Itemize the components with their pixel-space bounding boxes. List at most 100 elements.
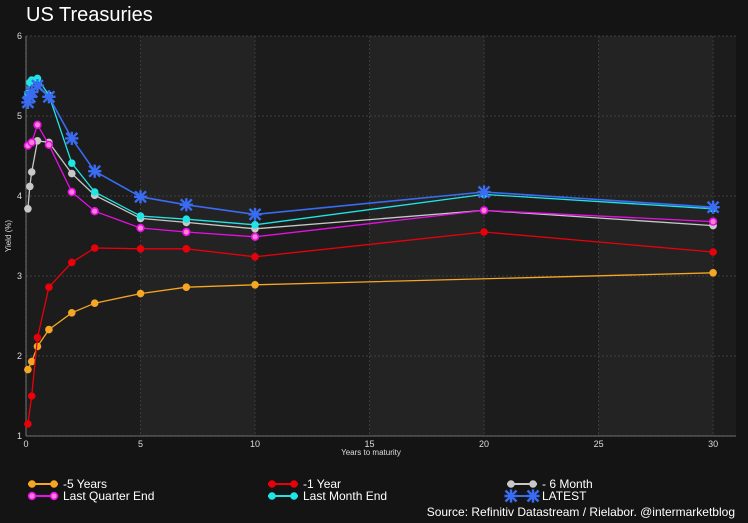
x-tick-label: 0 xyxy=(23,439,28,449)
data-point xyxy=(24,420,32,428)
legend-item: LATEST xyxy=(504,489,587,503)
data-point xyxy=(68,169,76,178)
legend-marker xyxy=(504,489,518,503)
y-tick-label: 2 xyxy=(17,351,22,361)
series-1 xyxy=(24,228,717,428)
data-point xyxy=(706,200,720,214)
data-point xyxy=(182,283,191,292)
data-point xyxy=(136,212,145,220)
data-point xyxy=(90,188,99,196)
data-point xyxy=(708,217,718,226)
legend-label: Last Quarter End xyxy=(63,489,154,503)
data-point xyxy=(67,187,77,197)
data-point xyxy=(65,131,79,145)
data-point xyxy=(27,357,36,366)
legend-label: LATEST xyxy=(542,489,587,503)
axis-ticks: 0 5 10 15 20 25 30 1 2 3 4 5 6 xyxy=(17,31,736,449)
data-point xyxy=(477,185,491,199)
legend-marker xyxy=(27,491,37,501)
data-point xyxy=(33,120,42,130)
legend-label: -5 Years xyxy=(63,477,107,491)
data-point xyxy=(179,198,193,212)
data-point xyxy=(136,245,145,253)
y-tick-label: 4 xyxy=(17,191,22,201)
series-5 xyxy=(21,79,720,221)
data-point xyxy=(90,244,99,252)
data-point xyxy=(45,283,53,292)
y-tick-label: 6 xyxy=(17,31,22,41)
series-line xyxy=(27,272,714,370)
data-point xyxy=(479,206,489,215)
y-tick-label: 5 xyxy=(17,111,22,121)
x-tick-label: 20 xyxy=(479,439,489,449)
data-point xyxy=(33,333,42,342)
y-axis-label: Yield (%) xyxy=(4,220,13,252)
data-point xyxy=(90,207,99,216)
x-tick-label: 10 xyxy=(250,439,260,449)
series-0 xyxy=(24,268,717,374)
x-tick-label: 30 xyxy=(708,439,718,449)
y-tick-label: 1 xyxy=(17,431,22,441)
legend-item: Last Quarter End xyxy=(27,489,154,503)
legend-marker xyxy=(28,480,36,488)
legend-marker xyxy=(507,480,515,488)
data-point xyxy=(709,248,717,256)
x-tick-label: 15 xyxy=(365,439,375,449)
data-point xyxy=(182,215,191,224)
y-tick-label: 3 xyxy=(17,271,22,281)
data-point xyxy=(90,299,99,308)
grid-band xyxy=(369,36,485,436)
data-point xyxy=(182,227,191,237)
series-lines xyxy=(21,74,720,428)
data-point xyxy=(251,280,259,289)
data-point xyxy=(44,140,54,150)
data-point xyxy=(136,289,145,298)
legend: -5 Years -1 Year - 6 Month Last Quarter End… xyxy=(27,477,593,503)
legend-marker xyxy=(268,492,276,500)
data-point xyxy=(68,159,76,168)
data-point xyxy=(136,223,145,233)
x-tick-label: 25 xyxy=(594,439,604,449)
chart-title: US Treasuries xyxy=(26,4,153,26)
data-point xyxy=(133,190,148,204)
data-point xyxy=(24,205,32,213)
data-point xyxy=(26,182,34,191)
legend-label: - 6 Month xyxy=(542,477,593,491)
data-point xyxy=(42,90,56,104)
series-3 xyxy=(23,120,718,242)
x-axis-label: Years to maturity xyxy=(341,448,401,457)
legend-item: -5 Years xyxy=(28,477,107,491)
data-point xyxy=(250,232,260,242)
legend-marker xyxy=(290,492,298,500)
legend-item: - 6 Month xyxy=(507,477,593,491)
data-point xyxy=(68,308,76,317)
data-point xyxy=(68,258,76,267)
legend-item: -1 Year xyxy=(268,477,341,491)
data-point xyxy=(27,168,36,176)
legend-marker xyxy=(268,480,276,488)
legend-label: -1 Year xyxy=(303,477,341,491)
x-tick-label: 5 xyxy=(138,439,143,449)
source-note: Source: Refinitiv Datastream / Rielabor.… xyxy=(427,505,735,519)
legend-marker xyxy=(529,480,537,488)
data-point xyxy=(30,79,45,93)
data-point xyxy=(480,228,488,236)
data-point xyxy=(27,392,36,400)
data-point xyxy=(251,252,259,261)
legend-item: Last Month End xyxy=(268,489,387,503)
data-point xyxy=(709,268,717,277)
data-point xyxy=(251,221,259,229)
legend-marker xyxy=(50,480,58,488)
data-point xyxy=(88,164,102,178)
grid-band xyxy=(598,36,714,436)
data-point xyxy=(182,245,191,253)
data-point xyxy=(27,138,36,147)
data-point xyxy=(24,365,32,374)
legend-marker xyxy=(526,489,540,503)
data-point xyxy=(248,207,262,221)
legend-marker xyxy=(290,480,298,488)
data-point xyxy=(45,325,53,334)
legend-label: Last Month End xyxy=(303,489,387,503)
legend-marker xyxy=(49,491,59,501)
